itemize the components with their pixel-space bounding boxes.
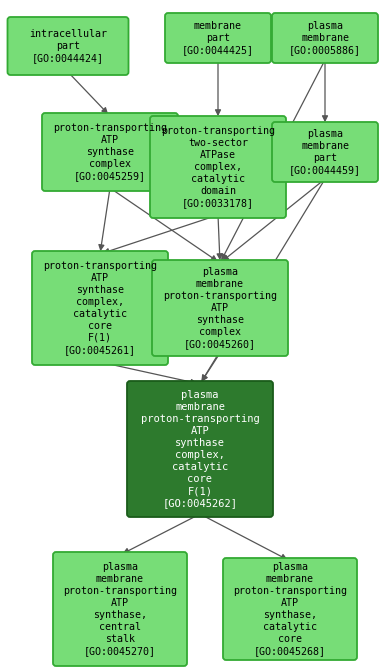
FancyBboxPatch shape (272, 13, 378, 63)
Text: intracellular
part
[GO:0044424]: intracellular part [GO:0044424] (29, 29, 107, 63)
Text: proton-transporting
ATP
synthase
complex
[GO:0045259]: proton-transporting ATP synthase complex… (53, 123, 167, 181)
FancyBboxPatch shape (32, 251, 168, 365)
Text: plasma
membrane
proton-transporting
ATP
synthase
complex
[GO:0045260]: plasma membrane proton-transporting ATP … (163, 267, 277, 349)
Text: plasma
membrane
part
[GO:0044459]: plasma membrane part [GO:0044459] (289, 129, 361, 175)
FancyBboxPatch shape (127, 381, 273, 517)
Text: proton-transporting
ATP
synthase
complex,
catalytic
core
F(1)
[GO:0045261]: proton-transporting ATP synthase complex… (43, 261, 157, 355)
FancyBboxPatch shape (42, 113, 178, 191)
Text: plasma
membrane
proton-transporting
ATP
synthase
complex,
catalytic
core
F(1)
[G: plasma membrane proton-transporting ATP … (141, 390, 259, 508)
FancyBboxPatch shape (150, 116, 286, 218)
FancyBboxPatch shape (53, 552, 187, 666)
Text: plasma
membrane
proton-transporting
ATP
synthase,
central
stalk
[GO:0045270]: plasma membrane proton-transporting ATP … (63, 562, 177, 656)
Text: plasma
membrane
[GO:0005886]: plasma membrane [GO:0005886] (289, 21, 361, 55)
FancyBboxPatch shape (152, 260, 288, 356)
FancyBboxPatch shape (8, 17, 129, 75)
FancyBboxPatch shape (223, 558, 357, 660)
FancyBboxPatch shape (272, 122, 378, 182)
Text: proton-transporting
two-sector
ATPase
complex,
catalytic
domain
[GO:0033178]: proton-transporting two-sector ATPase co… (161, 126, 275, 208)
FancyBboxPatch shape (165, 13, 271, 63)
Text: membrane
part
[GO:0044425]: membrane part [GO:0044425] (182, 21, 254, 55)
Text: plasma
membrane
proton-transporting
ATP
synthase,
catalytic
core
[GO:0045268]: plasma membrane proton-transporting ATP … (233, 562, 347, 656)
